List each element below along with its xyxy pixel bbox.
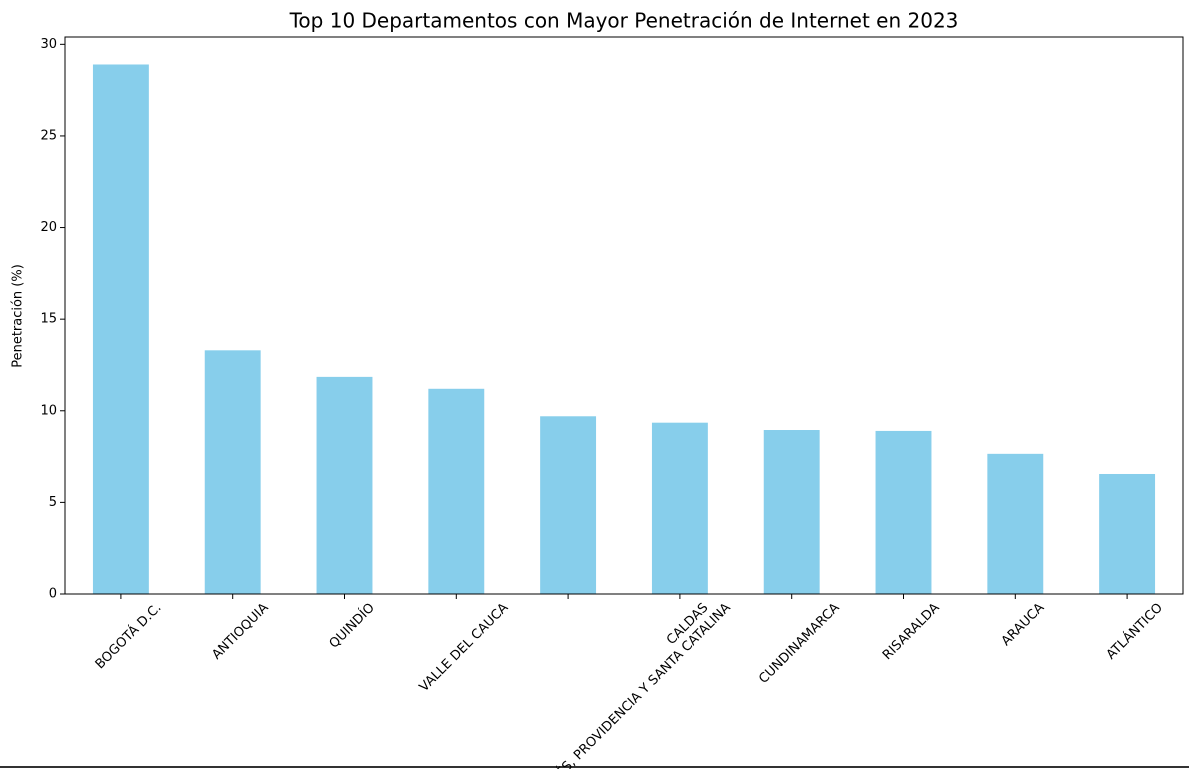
bar — [987, 453, 1044, 594]
x-tick-label: CUNDINAMARCA — [756, 600, 843, 687]
x-tick-label: VALLE DEL CAUCA — [417, 600, 512, 695]
bar — [204, 350, 261, 594]
chart-title: Top 10 Departamentos con Mayor Penetraci… — [289, 9, 959, 33]
x-tick-label: RISARALDA — [880, 600, 943, 663]
x-tick-label: ATLÁNTICO — [1103, 600, 1166, 663]
bar — [92, 64, 149, 595]
bar — [763, 430, 820, 594]
y-tick-label: 30 — [40, 37, 57, 52]
y-tick-label: 0 — [49, 587, 57, 602]
x-tick-label: ARAUCA — [999, 600, 1048, 649]
y-axis-label: Penetración (%) — [11, 264, 26, 368]
y-tick-label: 10 — [40, 403, 57, 418]
plot-frame — [64, 36, 1184, 595]
y-tick-label: 20 — [40, 220, 57, 235]
bar — [316, 376, 373, 594]
y-tick-label: 15 — [40, 312, 57, 327]
bar — [651, 422, 708, 594]
bar — [428, 388, 485, 594]
x-tick-label: ANTIOQUIA — [209, 600, 271, 662]
y-tick-label: 25 — [40, 128, 57, 143]
bar — [875, 430, 932, 594]
bar — [1099, 473, 1156, 594]
bar — [540, 416, 597, 594]
x-tick-label: QUINDÍO — [326, 600, 378, 652]
y-tick-label: 5 — [49, 495, 57, 510]
x-tick-label: BOGOTÁ D.C. — [92, 600, 165, 673]
